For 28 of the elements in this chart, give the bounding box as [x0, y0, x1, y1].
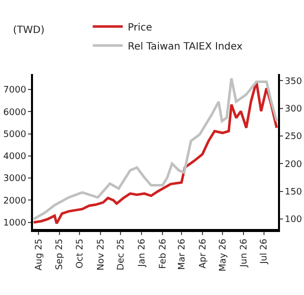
y2-tick-label: 150 [284, 188, 302, 198]
x-tick-label: Aug 25 [34, 238, 44, 270]
y-tick-label: 4000 [3, 152, 26, 162]
x-tick-label: Sep 25 [55, 238, 66, 270]
x-tick-label: Feb 26 [158, 238, 169, 269]
x-tick-label: Mar 26 [177, 238, 188, 270]
y-tick-label: 6000 [3, 108, 26, 118]
y-tick-label: 3000 [3, 174, 26, 184]
x-tick-label: Jan 26 [138, 238, 148, 268]
x-tick-label: May 26 [218, 238, 229, 272]
y2-tick-label: 250 [284, 132, 302, 142]
x-tick-label: Nov 25 [96, 238, 106, 270]
x-tick-label: Apr 26 [198, 238, 208, 268]
legend-label: Rel Taiwan TAIEX Index [128, 41, 243, 52]
y-tick-label: 7000 [3, 86, 26, 96]
y2-tick-label: 350 [284, 76, 302, 87]
legend-label: Price [128, 22, 152, 34]
y2-tick-label: 100 [284, 215, 302, 226]
x-tick-label: Dec 25 [116, 238, 127, 270]
x-tick-label: Jun 26 [240, 238, 250, 268]
y-tick-label: 2000 [3, 196, 26, 206]
y2-tick-label: 200 [284, 160, 302, 170]
y2-tick-label: 300 [284, 104, 302, 114]
x-tick-label: Oct 25 [75, 238, 86, 268]
y-tick-label: 5000 [3, 130, 26, 140]
x-tick-label: Jul 26 [260, 238, 270, 265]
y-axis-title: (TWD) [13, 25, 45, 36]
y-tick-label: 1000 [3, 218, 26, 229]
